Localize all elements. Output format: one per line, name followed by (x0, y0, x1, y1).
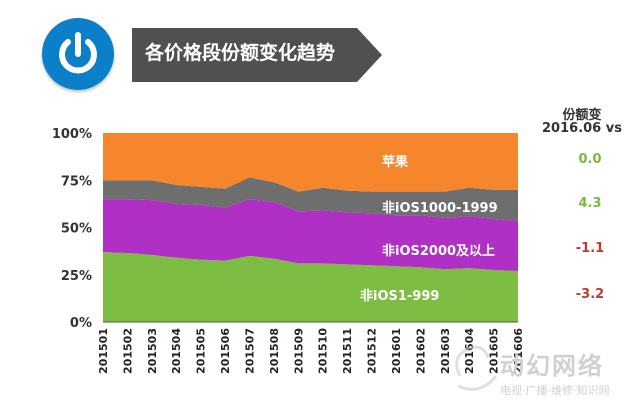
x-tick-label: 201512 (366, 328, 379, 374)
power-icon (42, 18, 114, 90)
x-tick-label: 201502 (121, 328, 134, 374)
x-tick-label: 201511 (341, 328, 354, 374)
series-label-0: 非iOS1-999 (360, 288, 439, 304)
x-tick-label: 201504 (170, 328, 183, 374)
share-change-ios2000: 4.3 (578, 196, 602, 211)
area-series-1 (103, 199, 518, 271)
area-series-0 (103, 252, 518, 322)
series-label-2: 非iOS2000及以上 (382, 243, 495, 259)
y-tick-label: 50% (61, 222, 92, 237)
share-change-ios1: -3.2 (575, 287, 605, 302)
share-change-header-line2: 2016.06 vs (542, 121, 622, 136)
share-change-apple: 0.0 (578, 152, 602, 167)
x-tick-label: 201604 (463, 328, 476, 374)
watermark-subtext: 电视·广播·维修·知识网 (500, 384, 610, 397)
x-tick-label: 201505 (195, 328, 208, 374)
x-tick-label: 201508 (268, 328, 281, 374)
x-tick-label: 201601 (390, 328, 403, 374)
x-tick-label: 201509 (292, 328, 305, 374)
y-tick-label: 75% (61, 174, 92, 189)
area-series-2 (103, 177, 518, 221)
series-label-1: 非iOS1000-1999 (382, 200, 498, 216)
x-tick-label: 201606 (512, 328, 525, 374)
x-tick-label: 201510 (317, 328, 330, 374)
x-tick-label: 201503 (146, 328, 159, 374)
series-label-3: 苹果 (382, 154, 408, 170)
chart-title: 各价格段份额变化趋势 (145, 42, 336, 64)
share-change-ios1000: -1.1 (575, 241, 605, 256)
watermark-logo (440, 336, 636, 402)
y-tick-label: 0% (70, 316, 92, 331)
title-banner (132, 28, 382, 82)
share-change-header-line1: 份额变 (562, 108, 602, 123)
area-series-3 (103, 133, 518, 192)
x-tick-label: 201603 (439, 328, 452, 374)
y-tick-label: 100% (52, 127, 92, 142)
x-tick-label: 201507 (243, 328, 256, 374)
watermark-text: 动幻网络 (500, 352, 604, 380)
x-tick-label: 201501 (97, 328, 110, 374)
x-tick-label: 201506 (219, 328, 232, 374)
x-tick-label: 201605 (488, 328, 501, 374)
x-tick-label: 201602 (414, 328, 427, 374)
y-tick-label: 25% (61, 269, 92, 284)
